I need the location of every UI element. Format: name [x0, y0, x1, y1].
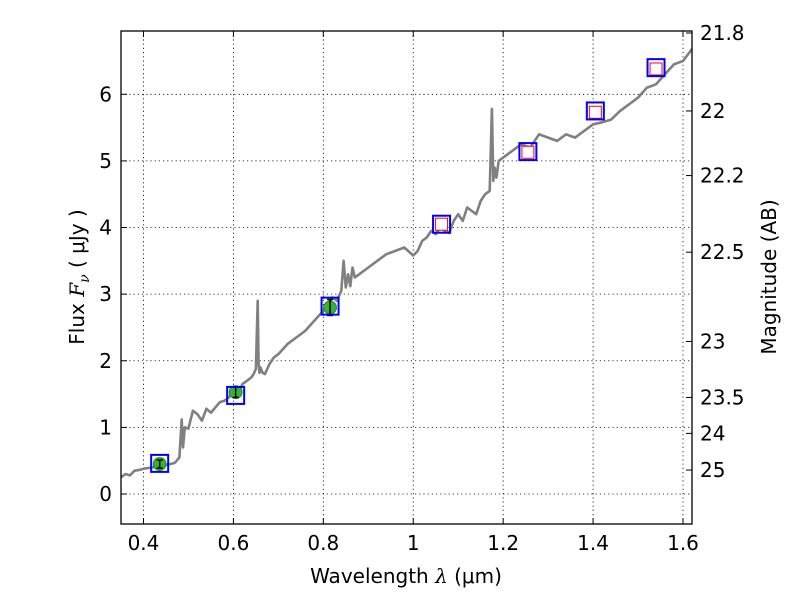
ticks: 0.4 0.6 0.8 1 1.2 1.4 1.6012345621.82222.222.5… — [99, 21, 744, 555]
model-square-red — [649, 62, 663, 76]
model-square-blue — [432, 214, 452, 234]
model-square-blue — [585, 101, 605, 121]
y-tick-label: 5 — [99, 149, 112, 173]
y-tick-label: 1 — [99, 415, 112, 439]
y-tick-label: 3 — [99, 282, 112, 306]
model-square-blue — [518, 142, 538, 162]
y-axis-title: Flux Fν ( μJy ) — [65, 209, 93, 344]
y2-tick-label: 23.5 — [700, 385, 745, 409]
x-axis-title: Wavelength λ (μm) — [310, 564, 502, 588]
y2-axis-title: Magnitude (AB) — [757, 199, 781, 354]
y2-tick-label: 23 — [700, 329, 725, 353]
spectrum-line — [120, 48, 694, 479]
y2-tick-label: 21.8 — [700, 21, 745, 45]
x-tick-label: 1.2 — [487, 531, 519, 555]
x-tick-label: 0.8 — [307, 531, 339, 555]
model-square-red — [588, 105, 602, 119]
model-square-red — [435, 217, 449, 231]
model-square-blue — [226, 385, 246, 405]
y2-tick-label: 22.5 — [700, 240, 745, 264]
y2-tick-label: 22.2 — [700, 164, 745, 188]
y-tick-label: 4 — [99, 216, 112, 240]
y-tick-label: 2 — [99, 349, 112, 373]
y-tick-label: 6 — [99, 82, 112, 106]
x-tick-label: 1.6 — [667, 531, 699, 555]
y2-tick-label: 24 — [700, 421, 725, 445]
y2-tick-label: 22 — [700, 99, 725, 123]
model-square-blue — [320, 296, 340, 316]
model-square-blue — [646, 58, 666, 78]
x-tick-label: 1.4 — [577, 531, 609, 555]
plot-background — [121, 31, 692, 524]
model-square-blue — [150, 453, 170, 473]
series-layer — [120, 48, 694, 479]
y-tick-label: 0 — [99, 482, 112, 506]
x-tick-label: 1 — [407, 531, 420, 555]
plot-frame — [120, 30, 693, 525]
x-tick-label: 0.6 — [217, 531, 249, 555]
model-square-red — [521, 145, 535, 159]
x-tick-label: 0.4 — [128, 531, 160, 555]
y2-tick-label: 25 — [700, 458, 725, 482]
